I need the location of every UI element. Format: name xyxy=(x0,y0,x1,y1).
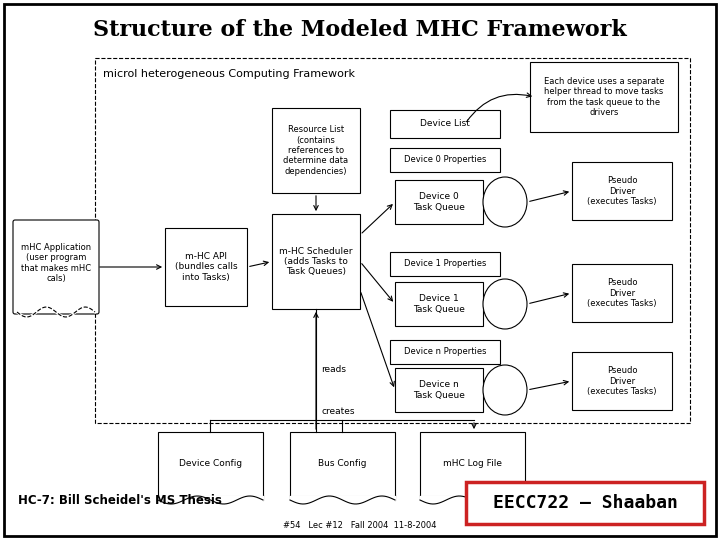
Text: m-HC Scheduler
(adds Tasks to
Task Queues): m-HC Scheduler (adds Tasks to Task Queue… xyxy=(279,247,353,276)
FancyBboxPatch shape xyxy=(420,432,525,496)
Text: mHC Application
(user program
that makes mHC
cals): mHC Application (user program that makes… xyxy=(21,243,91,283)
Text: Each device uses a separate
helper thread to move tasks
from the task queue to t: Each device uses a separate helper threa… xyxy=(544,77,665,117)
Text: #54   Lec #12   Fall 2004  11-8-2004: #54 Lec #12 Fall 2004 11-8-2004 xyxy=(283,522,437,530)
Text: Device Config: Device Config xyxy=(179,460,242,469)
FancyBboxPatch shape xyxy=(272,108,360,193)
Ellipse shape xyxy=(483,177,527,227)
FancyBboxPatch shape xyxy=(395,368,483,412)
Ellipse shape xyxy=(483,365,527,415)
FancyBboxPatch shape xyxy=(572,162,672,220)
FancyBboxPatch shape xyxy=(572,352,672,410)
Text: Pseudo
Driver
(executes Tasks): Pseudo Driver (executes Tasks) xyxy=(588,176,657,206)
Text: Device n
Task Queue: Device n Task Queue xyxy=(413,380,465,400)
FancyBboxPatch shape xyxy=(390,148,500,172)
Text: Structure of the Modeled MHC Framework: Structure of the Modeled MHC Framework xyxy=(93,19,627,41)
Text: HC-7: Bill Scheidel's MS Thesis: HC-7: Bill Scheidel's MS Thesis xyxy=(18,494,222,507)
Text: Pseudo
Driver
(executes Tasks): Pseudo Driver (executes Tasks) xyxy=(588,366,657,396)
FancyBboxPatch shape xyxy=(290,432,395,496)
Text: m-HC API
(bundles calls
into Tasks): m-HC API (bundles calls into Tasks) xyxy=(175,252,238,282)
FancyBboxPatch shape xyxy=(572,264,672,322)
Text: Device List: Device List xyxy=(420,119,470,129)
Text: Device 1
Task Queue: Device 1 Task Queue xyxy=(413,294,465,314)
Text: Pseudo
Driver
(executes Tasks): Pseudo Driver (executes Tasks) xyxy=(588,278,657,308)
FancyBboxPatch shape xyxy=(13,220,99,314)
FancyBboxPatch shape xyxy=(4,4,716,536)
Text: creates: creates xyxy=(321,407,354,416)
FancyBboxPatch shape xyxy=(165,228,247,306)
Text: Device n Properties: Device n Properties xyxy=(404,348,486,356)
Text: Resource List
(contains
references to
determine data
dependencies): Resource List (contains references to de… xyxy=(284,125,348,176)
FancyBboxPatch shape xyxy=(272,214,360,309)
FancyBboxPatch shape xyxy=(466,482,704,524)
FancyBboxPatch shape xyxy=(530,62,678,132)
FancyBboxPatch shape xyxy=(390,110,500,138)
Text: Device 0 Properties: Device 0 Properties xyxy=(404,156,486,165)
FancyBboxPatch shape xyxy=(390,252,500,276)
Text: Bus Config: Bus Config xyxy=(318,460,366,469)
Text: EECC722 – Shaaban: EECC722 – Shaaban xyxy=(492,494,678,512)
FancyBboxPatch shape xyxy=(158,432,263,496)
FancyBboxPatch shape xyxy=(95,58,690,423)
Text: reads: reads xyxy=(321,366,346,375)
Text: Device 0
Task Queue: Device 0 Task Queue xyxy=(413,192,465,212)
Text: microl heterogeneous Computing Framework: microl heterogeneous Computing Framework xyxy=(103,69,355,79)
Text: mHC Log File: mHC Log File xyxy=(443,460,502,469)
Ellipse shape xyxy=(483,279,527,329)
FancyBboxPatch shape xyxy=(395,282,483,326)
FancyBboxPatch shape xyxy=(395,180,483,224)
FancyBboxPatch shape xyxy=(390,340,500,364)
Text: Device 1 Properties: Device 1 Properties xyxy=(404,260,486,268)
